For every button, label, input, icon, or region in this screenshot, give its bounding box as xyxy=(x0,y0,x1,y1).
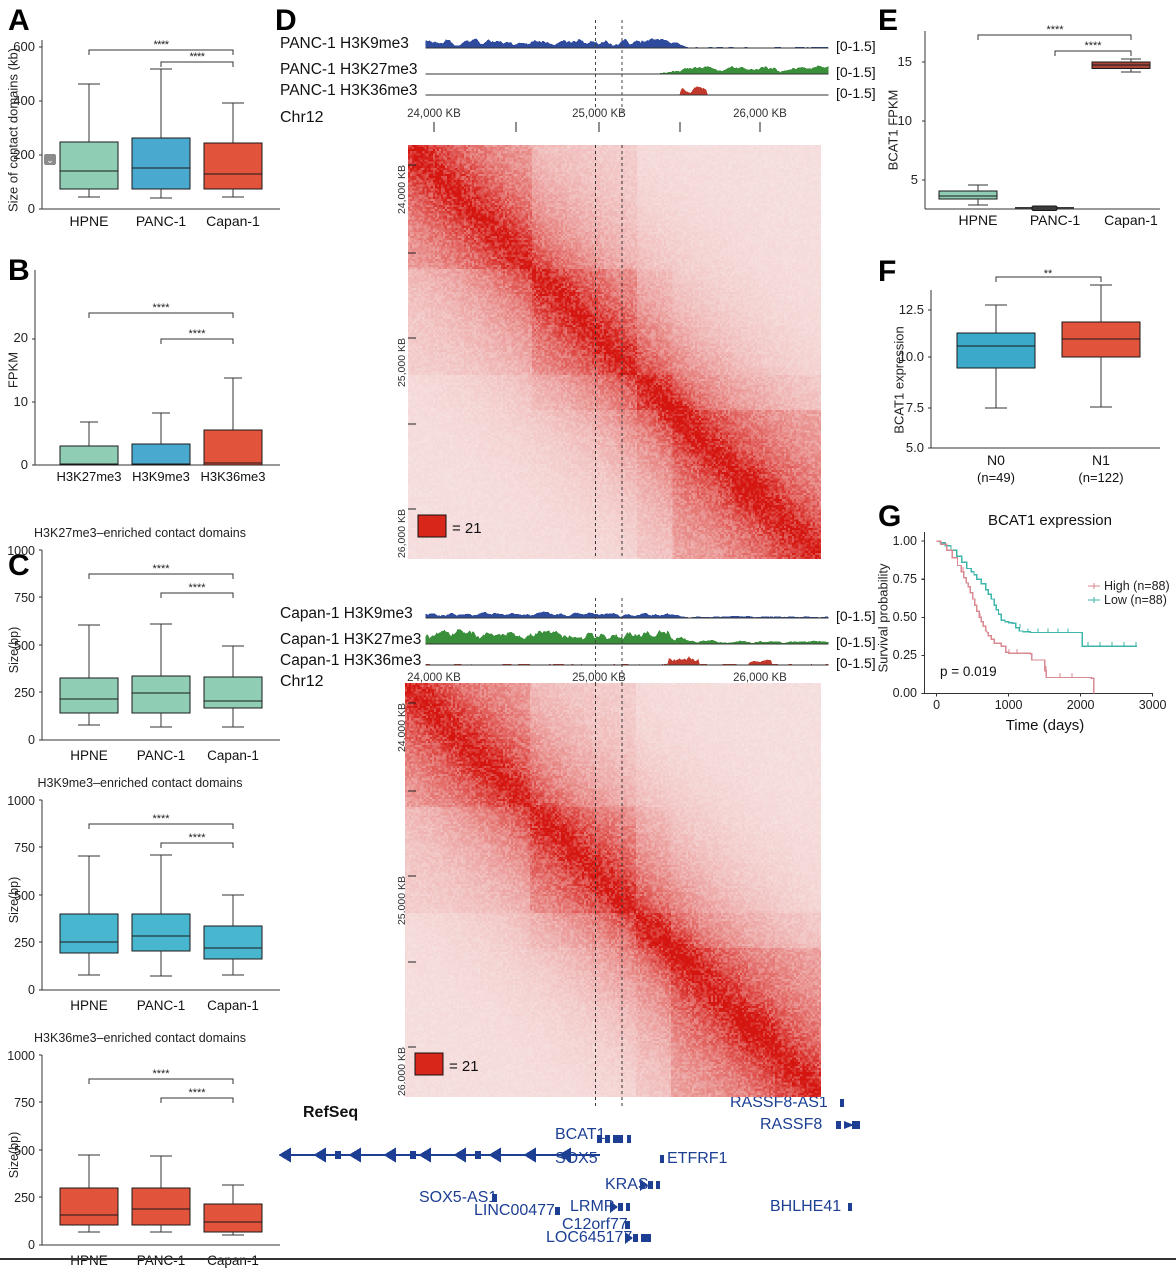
svg-text:****: **** xyxy=(152,563,170,575)
svg-text:LOC645177: LOC645177 xyxy=(546,1229,632,1246)
svg-text:D: D xyxy=(275,4,297,37)
svg-text:N1: N1 xyxy=(1092,452,1110,468)
svg-text:****: **** xyxy=(188,832,206,844)
svg-text:****: **** xyxy=(152,1068,170,1080)
svg-text:250: 250 xyxy=(14,1191,35,1205)
svg-text:****: **** xyxy=(152,813,170,825)
svg-text:N0: N0 xyxy=(987,452,1005,468)
svg-text:PANC-1: PANC-1 xyxy=(136,213,187,229)
svg-text:5.0: 5.0 xyxy=(906,440,924,455)
svg-text:RASSF8-AS1: RASSF8-AS1 xyxy=(730,1097,828,1111)
svg-text:Chr12: Chr12 xyxy=(280,109,324,126)
svg-text:[0-1.5]: [0-1.5] xyxy=(836,85,876,101)
svg-text:⌄: ⌄ xyxy=(46,155,54,165)
svg-text:750: 750 xyxy=(14,1096,35,1110)
svg-text:****: **** xyxy=(152,302,170,314)
svg-text:Capan-1: Capan-1 xyxy=(207,1253,259,1268)
svg-text:SOX5: SOX5 xyxy=(555,1150,598,1167)
svg-text:****: **** xyxy=(188,1087,206,1099)
svg-text:0: 0 xyxy=(28,201,35,216)
svg-text:Capan-1 H3K36me3: Capan-1 H3K36me3 xyxy=(280,652,421,669)
svg-text:[0-1.5]: [0-1.5] xyxy=(836,38,876,54)
svg-text:= 21: = 21 xyxy=(452,520,482,537)
svg-text:[0-1.5]: [0-1.5] xyxy=(836,634,876,650)
svg-text:[0-1.5]: [0-1.5] xyxy=(836,608,876,624)
svg-text:H3K9me3: H3K9me3 xyxy=(132,469,190,484)
svg-text:26,000 KB: 26,000 KB xyxy=(733,108,787,120)
svg-text:1000: 1000 xyxy=(7,544,35,558)
svg-text:0: 0 xyxy=(21,457,28,472)
svg-text:(n=49): (n=49) xyxy=(977,470,1015,485)
svg-text:[0-1.5]: [0-1.5] xyxy=(836,64,876,80)
svg-text:0: 0 xyxy=(933,698,940,712)
svg-text:0.75: 0.75 xyxy=(893,572,917,586)
svg-text:**: ** xyxy=(1044,268,1053,280)
svg-text:H3K36me3: H3K36me3 xyxy=(200,469,265,484)
svg-text:PANC-1 H3K27me3: PANC-1 H3K27me3 xyxy=(280,61,418,78)
svg-text:Capan-1: Capan-1 xyxy=(1104,212,1158,228)
svg-text:LRMP: LRMP xyxy=(570,1198,614,1215)
svg-text:1000: 1000 xyxy=(995,698,1023,712)
svg-text:ETFRF1: ETFRF1 xyxy=(667,1150,728,1167)
svg-text:HPNE: HPNE xyxy=(70,1253,108,1268)
svg-text:BHLHE41: BHLHE41 xyxy=(770,1198,841,1215)
svg-text:= 21: = 21 xyxy=(449,1058,479,1075)
svg-text:HPNE: HPNE xyxy=(959,212,998,228)
svg-text:1000: 1000 xyxy=(7,1049,35,1063)
svg-text:24,000 KB: 24,000 KB xyxy=(407,108,461,120)
svg-text:7.5: 7.5 xyxy=(906,400,924,415)
svg-text:RASSF8: RASSF8 xyxy=(760,1116,822,1133)
svg-text:0: 0 xyxy=(28,1238,35,1252)
svg-text:High (n=88): High (n=88) xyxy=(1104,579,1170,593)
svg-text:12.5: 12.5 xyxy=(899,302,924,317)
svg-text:1000: 1000 xyxy=(7,794,35,808)
svg-text:****: **** xyxy=(188,328,206,340)
svg-text:10: 10 xyxy=(14,394,28,409)
svg-text:2000: 2000 xyxy=(1067,698,1095,712)
svg-text:H3K27me3–enriched contact doma: H3K27me3–enriched contact domains xyxy=(34,526,246,540)
svg-text:Time (days): Time (days) xyxy=(1006,717,1085,734)
svg-text:Capan-1: Capan-1 xyxy=(206,213,260,229)
svg-text:PANC-1 H3K36me3: PANC-1 H3K36me3 xyxy=(280,82,418,99)
svg-text:HPNE: HPNE xyxy=(70,213,109,229)
svg-text:(n=122): (n=122) xyxy=(1078,470,1123,485)
svg-text:[0-1.5]: [0-1.5] xyxy=(836,655,876,671)
svg-text:20: 20 xyxy=(14,330,28,345)
svg-text:0: 0 xyxy=(28,983,35,997)
svg-text:3000: 3000 xyxy=(1139,698,1167,712)
svg-text:1.00: 1.00 xyxy=(893,534,917,548)
svg-text:5: 5 xyxy=(911,172,918,187)
svg-text:H3K9me3–enriched contact domai: H3K9me3–enriched contact domains xyxy=(38,776,243,790)
svg-text:PANC-1: PANC-1 xyxy=(137,1253,186,1268)
svg-text:Capan-1 H3K9me3: Capan-1 H3K9me3 xyxy=(280,605,413,622)
svg-text:PANC-1 H3K9me3: PANC-1 H3K9me3 xyxy=(280,35,409,52)
svg-text:Capan-1 H3K27me3: Capan-1 H3K27me3 xyxy=(280,631,421,648)
svg-text:H3K27me3: H3K27me3 xyxy=(56,469,121,484)
svg-text:PANC-1: PANC-1 xyxy=(1030,212,1081,228)
svg-text:LINC00477: LINC00477 xyxy=(474,1202,555,1219)
svg-text:****: **** xyxy=(188,582,206,594)
svg-text:750: 750 xyxy=(14,841,35,855)
svg-text:250: 250 xyxy=(14,936,35,950)
svg-text:25,000 KB: 25,000 KB xyxy=(572,108,626,120)
svg-text:BCAT1 expression: BCAT1 expression xyxy=(988,512,1112,529)
svg-text:H3K36me3–enriched contact doma: H3K36me3–enriched contact domains xyxy=(34,1031,246,1045)
